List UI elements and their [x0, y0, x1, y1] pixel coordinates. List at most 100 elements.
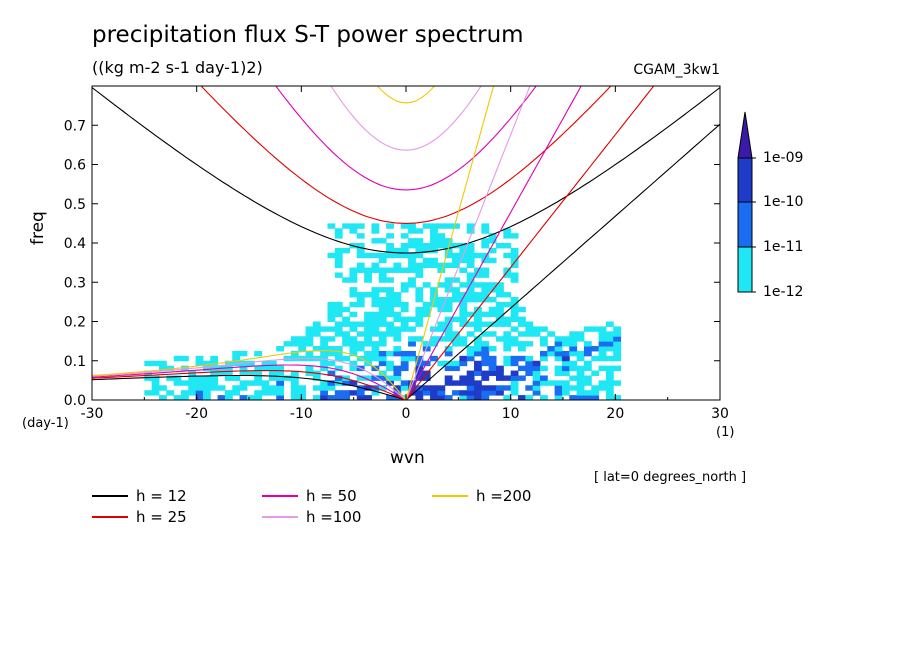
heatmap-cell	[210, 355, 219, 362]
heatmap-cell	[510, 277, 519, 283]
heatmap-cell	[503, 243, 512, 249]
heatmap-cell	[386, 375, 394, 381]
heatmap-cell	[217, 385, 226, 391]
heatmap-cell	[195, 375, 204, 381]
heatmap-cell	[356, 243, 365, 249]
heatmap-cell	[378, 287, 387, 293]
heatmap-cell	[510, 233, 519, 239]
heatmap-cell	[466, 331, 475, 337]
heatmap-cell	[386, 247, 394, 254]
heatmap-cell	[386, 306, 394, 313]
heatmap-cell	[327, 311, 336, 318]
heatmap-cell	[583, 390, 592, 396]
colorbar-label: 1e-11	[763, 239, 804, 255]
heatmap-cell	[349, 390, 358, 396]
heatmap-cell	[334, 262, 343, 269]
heatmap-cell	[408, 316, 416, 322]
heatmap-cell	[430, 341, 438, 347]
heatmap-cell	[378, 296, 387, 303]
heatmap-cell	[386, 365, 394, 372]
heatmap-cell	[400, 350, 409, 357]
heatmap-cell	[591, 326, 600, 332]
heatmap-cell	[290, 341, 299, 347]
heatmap-cell	[496, 306, 504, 313]
heatmap-cell	[422, 243, 431, 249]
heatmap-cell	[510, 272, 519, 278]
colorbar-label: 1e-10	[763, 194, 804, 210]
heatmap-cell	[276, 375, 285, 381]
heatmap-cell	[356, 331, 365, 337]
heatmap-cell	[437, 326, 446, 332]
heatmap-cell	[371, 390, 380, 396]
heatmap-cell	[444, 223, 453, 229]
heatmap-cell	[539, 380, 548, 386]
y-tick-label: 0.2	[64, 315, 86, 331]
heatmap-cell	[188, 375, 197, 381]
heatmap-cell	[393, 331, 402, 337]
heatmap-cell	[364, 385, 372, 391]
heatmap-cell	[517, 365, 526, 372]
heatmap-cell	[400, 287, 409, 293]
heatmap-cell	[320, 385, 328, 391]
heatmap-cell	[569, 365, 578, 372]
heatmap-cell	[334, 395, 343, 401]
heatmap-cell	[496, 375, 504, 381]
heatmap-cell	[481, 272, 490, 278]
heatmap-cell	[561, 365, 570, 372]
heatmap-cell	[474, 272, 482, 278]
heatmap-cell	[481, 360, 490, 367]
heatmap-cell	[452, 365, 460, 372]
heatmap-cell	[569, 385, 578, 391]
heatmap-cell	[378, 341, 387, 347]
heatmap-cell	[180, 395, 189, 401]
heatmap-cell	[510, 370, 519, 376]
gravity-curve-h12	[92, 87, 720, 254]
heatmap-cell	[151, 385, 160, 391]
heatmap-cell	[188, 390, 197, 396]
heatmap-cell	[166, 390, 175, 396]
heatmap-cell	[576, 380, 585, 386]
heatmap-cell	[459, 336, 468, 342]
heatmap-cell	[561, 341, 570, 347]
heatmap-cell	[481, 311, 490, 318]
heatmap-cell	[386, 252, 394, 259]
heatmap-cell	[466, 375, 475, 381]
heatmap-cell	[400, 243, 409, 249]
heatmap-cell	[378, 301, 387, 308]
heatmap-cell	[430, 287, 438, 293]
heatmap-cell	[430, 233, 438, 239]
heatmap-cell	[605, 331, 614, 337]
x-tick-label: -20	[185, 406, 208, 422]
heatmap-cell	[224, 370, 233, 376]
heatmap-cell	[276, 390, 285, 396]
heatmap-cell	[481, 350, 490, 357]
heatmap-cell	[525, 360, 534, 367]
heatmap-cell	[378, 336, 387, 342]
colorbar	[737, 111, 756, 293]
heatmap-cell	[452, 336, 460, 342]
heatmap-cell	[400, 252, 409, 259]
heatmap-cell	[532, 331, 541, 337]
heatmap-cell	[386, 395, 394, 401]
heatmap-cell	[452, 277, 460, 283]
heatmap-cell	[510, 247, 519, 254]
heatmap-cell	[474, 336, 482, 342]
heatmap-cell	[239, 365, 248, 372]
heatmap-cell	[232, 355, 241, 362]
heatmap-cell	[334, 346, 343, 352]
heatmap-cell	[539, 350, 548, 357]
heatmap-cell	[408, 336, 416, 342]
heatmap-cell	[371, 316, 380, 322]
heatmap-cells	[144, 223, 622, 401]
heatmap-cell	[202, 385, 211, 391]
heatmap-cell	[415, 395, 424, 401]
heatmap-cell	[312, 326, 321, 332]
heatmap-cell	[320, 380, 328, 386]
heatmap-cell	[598, 346, 607, 352]
legend-label: h = 12	[136, 487, 187, 505]
heatmap-cell	[474, 360, 482, 367]
y-tick-label: 0.5	[64, 197, 86, 213]
heatmap-cell	[312, 346, 321, 352]
heatmap-cell	[459, 301, 468, 308]
heatmap-cell	[466, 346, 475, 352]
